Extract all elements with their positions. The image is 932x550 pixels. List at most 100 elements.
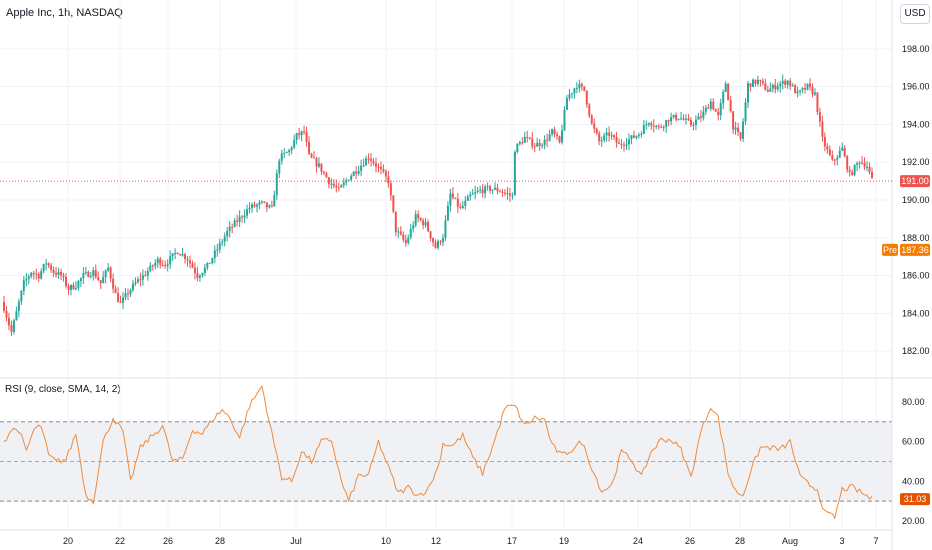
candle-body [114,288,117,294]
candle-body [766,90,769,92]
candle [94,264,97,279]
candle-body [513,151,516,196]
candle-body [494,187,497,190]
candle [712,98,715,111]
candle-body [451,193,454,198]
candle-body [427,222,430,232]
candle [528,136,531,140]
candle [270,200,273,208]
candle-body [417,214,420,219]
candle-body [558,136,561,143]
candle [419,217,422,222]
candle [851,169,854,177]
candle [533,142,536,153]
candle-body [595,128,598,134]
candle-body [657,125,660,127]
rsi-indicator-title[interactable]: RSI (9, close, SMA, 14, 2) [5,384,121,395]
candle [779,80,782,93]
candle-body [82,273,85,279]
candle [580,82,583,91]
date-tick-label: 26 [685,536,695,546]
candle [682,114,685,121]
candle-body [268,205,271,208]
currency-button[interactable]: USD [900,4,930,24]
candle-body [347,179,350,181]
candle-body [573,88,576,94]
candle-body [248,207,251,210]
candle [298,127,301,140]
candle [828,145,831,157]
candle-body [556,134,559,137]
candle-body [144,275,147,277]
candle [551,128,554,137]
candle [744,98,747,125]
candle-body [295,133,298,140]
candle [833,158,836,166]
candle-body [94,270,97,278]
candle [149,262,152,273]
candle [461,200,464,210]
candle [109,266,112,283]
candle-body [764,83,767,91]
candle [342,178,345,189]
candle-body [218,242,221,250]
candle [389,180,392,201]
candle-body [444,220,447,238]
candle [382,164,385,174]
candle-body [580,84,583,87]
candle [330,178,333,189]
candle-body [709,101,712,109]
candle [15,306,18,321]
candle [672,114,675,119]
candle [399,226,402,236]
candle [784,78,787,89]
candle [258,200,261,210]
rsi-tick-label: 20.00 [902,516,925,526]
rsi-tick-label: 80.00 [902,397,925,407]
candle [501,188,504,197]
candle [409,223,412,240]
candle-body [759,79,762,82]
candle-body [680,118,683,120]
candle [25,272,28,287]
rsi-value: 31.03 [904,494,927,504]
candle [196,266,199,282]
candle-body [171,253,174,257]
candle-body [461,205,464,208]
candle [776,82,779,92]
candle-body [243,215,246,218]
candle [394,211,397,237]
candle-body [253,204,256,207]
candle [184,252,187,264]
candle-body [260,201,263,203]
candle-body [568,94,571,99]
candle-body [801,87,804,91]
candle-body [37,273,40,279]
date-tick-label: 17 [507,536,517,546]
candle-body [332,183,335,186]
candle [52,266,55,277]
candle-body [161,264,164,266]
candle [308,136,311,156]
candle-body [251,204,253,208]
candle [806,83,809,91]
candle-body [536,142,539,147]
candle-body [813,92,816,95]
candle [156,256,159,268]
candle [42,263,45,274]
candle [486,182,489,191]
candle [747,81,749,109]
candle-body [60,271,63,276]
candle-body [441,237,444,243]
candle-body [466,196,469,201]
candle-body [756,79,759,84]
candle [692,122,695,131]
candle [809,78,811,91]
candle [414,210,417,228]
candle-body [523,136,526,143]
candle [583,86,586,92]
candle-body [47,263,50,266]
rsi-line [3,385,873,520]
candle-body [610,135,613,137]
